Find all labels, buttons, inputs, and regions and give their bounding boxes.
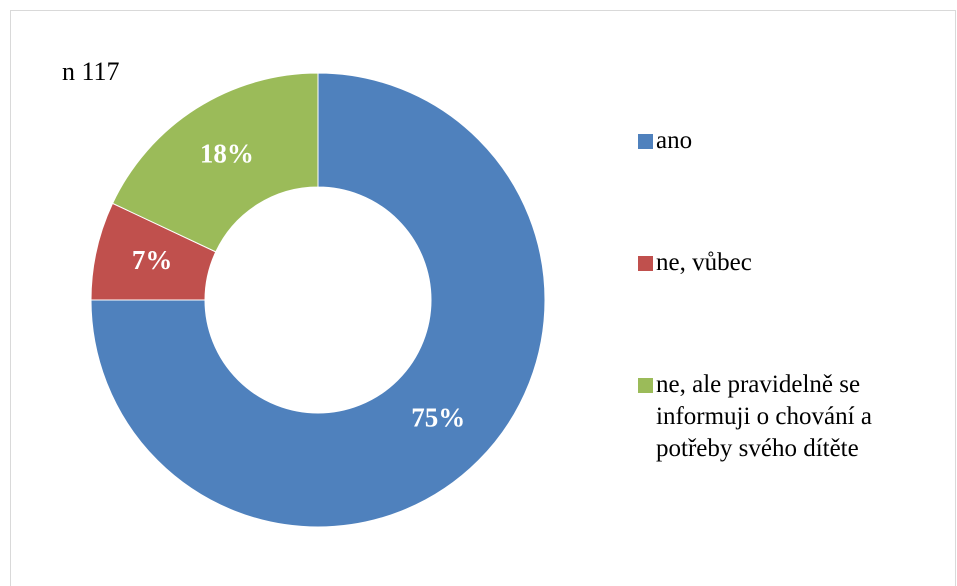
legend-swatch [638,256,653,271]
data-label: 75% [411,402,465,432]
legend-item: ne, vůbec [638,247,948,279]
annotation: n 117 [62,57,120,86]
legend-label: ne, ale pravidelně se informuji o chován… [656,371,872,462]
legend-item: ne, ale pravidelně se informuji o chován… [638,369,948,465]
legend-label: ne, vůbec [656,249,752,276]
legend: ano ne, vůbec ne, ale pravidelně se inform… [638,125,948,555]
legend-swatch [638,134,653,149]
legend-label: ano [656,127,693,154]
frame [10,10,956,586]
legend-swatch [638,378,653,393]
donut-slice [90,72,546,528]
legend-item: ano [638,125,948,157]
data-label: 18% [200,139,254,169]
donut-slice [111,72,319,253]
data-label: 7% [132,245,173,275]
